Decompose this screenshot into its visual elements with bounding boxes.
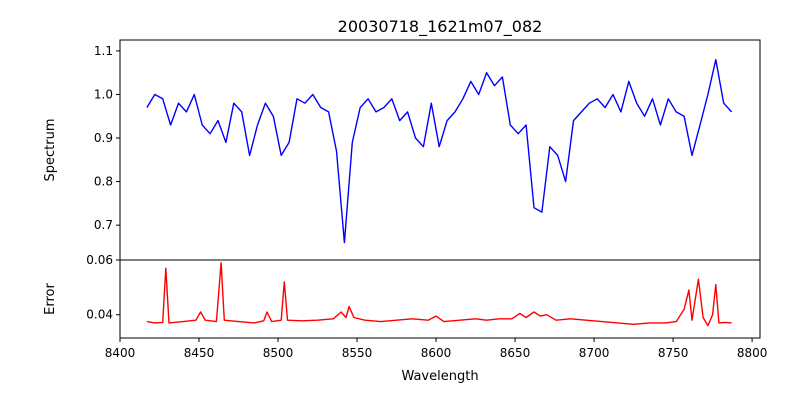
error-line: [146, 262, 732, 327]
top-y-axis-label: Spectrum: [43, 119, 58, 182]
x-tick-label: 8400: [105, 346, 136, 360]
bottom-y-axis-label: Error: [43, 283, 58, 315]
y-tick-label: 0.7: [94, 218, 113, 232]
x-tick-label: 8800: [737, 346, 768, 360]
y-tick-label: 1.0: [94, 87, 113, 101]
chart-title: 20030718_1621m07_082: [338, 17, 543, 37]
y-tick-label: 0.9: [94, 131, 113, 145]
x-tick-label: 8450: [184, 346, 215, 360]
x-tick-label: 8700: [579, 346, 610, 360]
x-tick-label: 8600: [421, 346, 452, 360]
spectrum-line: [146, 58, 733, 244]
y-tick-label: 0.04: [86, 308, 113, 322]
y-tick-label: 1.1: [94, 44, 113, 58]
y-tick-label: 0.8: [94, 175, 113, 189]
x-tick-label: 8500: [263, 346, 294, 360]
bottom-axes-frame: [119, 259, 761, 339]
top-axes-frame: [119, 39, 761, 261]
x-tick-label: 8550: [342, 346, 373, 360]
x-axis-label: Wavelength: [401, 369, 478, 384]
x-tick-label: 8750: [658, 346, 689, 360]
x-tick-label: 8650: [500, 346, 531, 360]
y-tick-label: 0.06: [86, 253, 113, 267]
